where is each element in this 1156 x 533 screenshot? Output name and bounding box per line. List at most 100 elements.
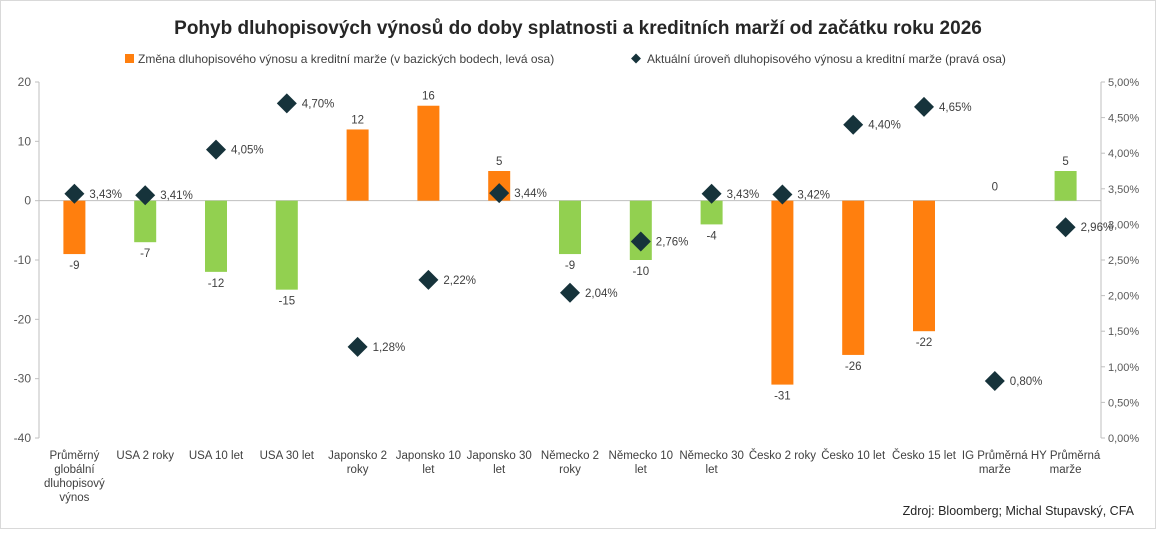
- category-label: USA 10 let: [189, 450, 244, 462]
- axes: 20100-10-20-30-405,00%4,50%4,00%3,50%3,0…: [14, 75, 1140, 445]
- point-value-label: 0,80%: [1010, 376, 1043, 388]
- point-series: [64, 93, 1076, 392]
- category-label: Japonsko 30 let: [467, 450, 532, 476]
- level-point: [630, 231, 651, 252]
- bar-value-label: -22: [916, 337, 933, 349]
- bar: [346, 129, 369, 201]
- left-axis-tick-label: -20: [14, 312, 32, 326]
- level-point: [135, 185, 156, 206]
- bar: [842, 200, 865, 355]
- level-point: [772, 184, 793, 205]
- point-value-label: 4,40%: [868, 120, 901, 132]
- point-value-label: 2,04%: [585, 288, 618, 300]
- bar-value-label: -26: [845, 361, 862, 373]
- legend-swatch-change: [125, 54, 134, 63]
- source-note: Zdroj: Bloomberg; Michal Stupavský, CFA: [903, 504, 1135, 518]
- point-value-label: 3,41%: [160, 190, 193, 202]
- bar: [275, 200, 298, 290]
- bar: [913, 200, 935, 332]
- category-labels: Průměrný globální dluhopisový výnos USA 2 ro…: [44, 449, 1101, 504]
- level-point: [560, 282, 580, 303]
- bar: [771, 200, 794, 385]
- bar: [1054, 171, 1077, 201]
- point-value-label: 2,22%: [443, 275, 476, 287]
- left-axis-tick-label: -10: [14, 253, 32, 267]
- left-axis-tick-label: -40: [14, 431, 32, 445]
- category-label: Japonsko 2 roky: [328, 450, 387, 476]
- level-point: [347, 336, 368, 357]
- bar-value-label: -4: [706, 230, 717, 242]
- bar-value-label: 5: [496, 156, 502, 168]
- legend-label-level: Aktuální úroveň dluhopisového výnosu a k…: [647, 52, 1006, 66]
- bar-value-label: -9: [565, 260, 575, 272]
- bar-value-label: 16: [422, 91, 435, 103]
- category-label: IG Průměrná marže: [962, 450, 1028, 476]
- category-label: Průměrný globální dluhopisový výnos: [44, 450, 105, 504]
- level-point: [276, 93, 297, 114]
- right-axis-tick-label: 4,00%: [1108, 148, 1139, 160]
- level-point: [206, 139, 226, 160]
- level-point: [843, 114, 864, 135]
- point-value-label: 4,70%: [302, 98, 335, 110]
- point-value-label: 2,76%: [656, 236, 689, 248]
- level-point: [914, 96, 934, 117]
- data-labels: -9 -7 -12 -15 12 16 5 -9 -10 -4 -31 -26 -22 0 5 3,43% 3,…: [69, 91, 1113, 403]
- bar: [205, 200, 227, 272]
- left-axis-tick-label: -30: [14, 372, 32, 386]
- bar-value-label: -10: [632, 266, 649, 278]
- bar-value-label: -9: [69, 260, 79, 272]
- point-value-label: 2,96%: [1081, 222, 1114, 234]
- level-point: [984, 371, 1005, 392]
- point-value-label: 4,05%: [231, 145, 264, 157]
- bar-value-label: -7: [140, 248, 150, 260]
- bar-value-label: -15: [278, 296, 295, 308]
- chart-title: Pohyb dluhopisových výnosů do doby splat…: [174, 18, 982, 39]
- left-axis-tick-label: 20: [18, 75, 32, 89]
- category-label: USA 2 roky: [116, 450, 174, 462]
- bar: [417, 105, 440, 201]
- category-label: Německo 10 let: [609, 450, 674, 476]
- bar: [63, 200, 86, 255]
- bar-value-label: 0: [992, 182, 998, 194]
- point-value-label: 3,43%: [89, 189, 122, 201]
- bar-value-label: -12: [208, 278, 225, 290]
- legend-label-change: Změna dluhopisového výnosu a kreditní ma…: [138, 52, 554, 66]
- bar-series: [63, 105, 1077, 385]
- level-point: [701, 183, 722, 204]
- legend: Změna dluhopisového výnosu a kreditní ma…: [125, 52, 1006, 66]
- right-axis-tick-label: 1,00%: [1108, 362, 1139, 374]
- right-axis-tick-label: 3,00%: [1108, 219, 1139, 231]
- level-point: [1055, 217, 1076, 238]
- category-label: Německo 30 let: [679, 450, 744, 476]
- level-point: [418, 269, 439, 290]
- right-axis-tick-label: 3,50%: [1108, 184, 1139, 196]
- right-axis-tick-label: 1,50%: [1108, 326, 1139, 338]
- point-value-label: 4,65%: [939, 102, 972, 114]
- bar: [700, 200, 723, 225]
- right-axis-tick-label: 5,00%: [1108, 77, 1139, 89]
- right-axis-tick-label: 4,50%: [1108, 113, 1139, 125]
- category-label: Česko 15 let: [892, 449, 957, 462]
- bar-value-label: 5: [1062, 156, 1068, 168]
- category-label: Česko 2 roky: [749, 449, 816, 462]
- bar-value-label: -31: [774, 391, 791, 403]
- point-value-label: 3,44%: [514, 188, 547, 200]
- category-label: Česko 10 let: [821, 449, 886, 462]
- bar: [559, 200, 581, 255]
- category-label: Japonsko 10 let: [396, 450, 461, 476]
- right-axis-tick-label: 0,50%: [1108, 397, 1139, 409]
- category-label: Německo 2 roky: [541, 450, 599, 476]
- point-value-label: 3,42%: [797, 189, 830, 201]
- category-label: USA 30 let: [260, 450, 315, 462]
- right-axis-tick-label: 2,00%: [1108, 291, 1139, 303]
- level-point: [489, 183, 510, 204]
- point-value-label: 3,43%: [727, 189, 760, 201]
- legend-swatch-level: [631, 53, 641, 64]
- right-axis-tick-label: 2,50%: [1108, 255, 1139, 267]
- left-axis-tick-label: 0: [24, 194, 31, 208]
- category-label: HY Průměrná marže: [1031, 450, 1101, 476]
- bar-value-label: 12: [351, 114, 364, 126]
- bar: [134, 200, 157, 243]
